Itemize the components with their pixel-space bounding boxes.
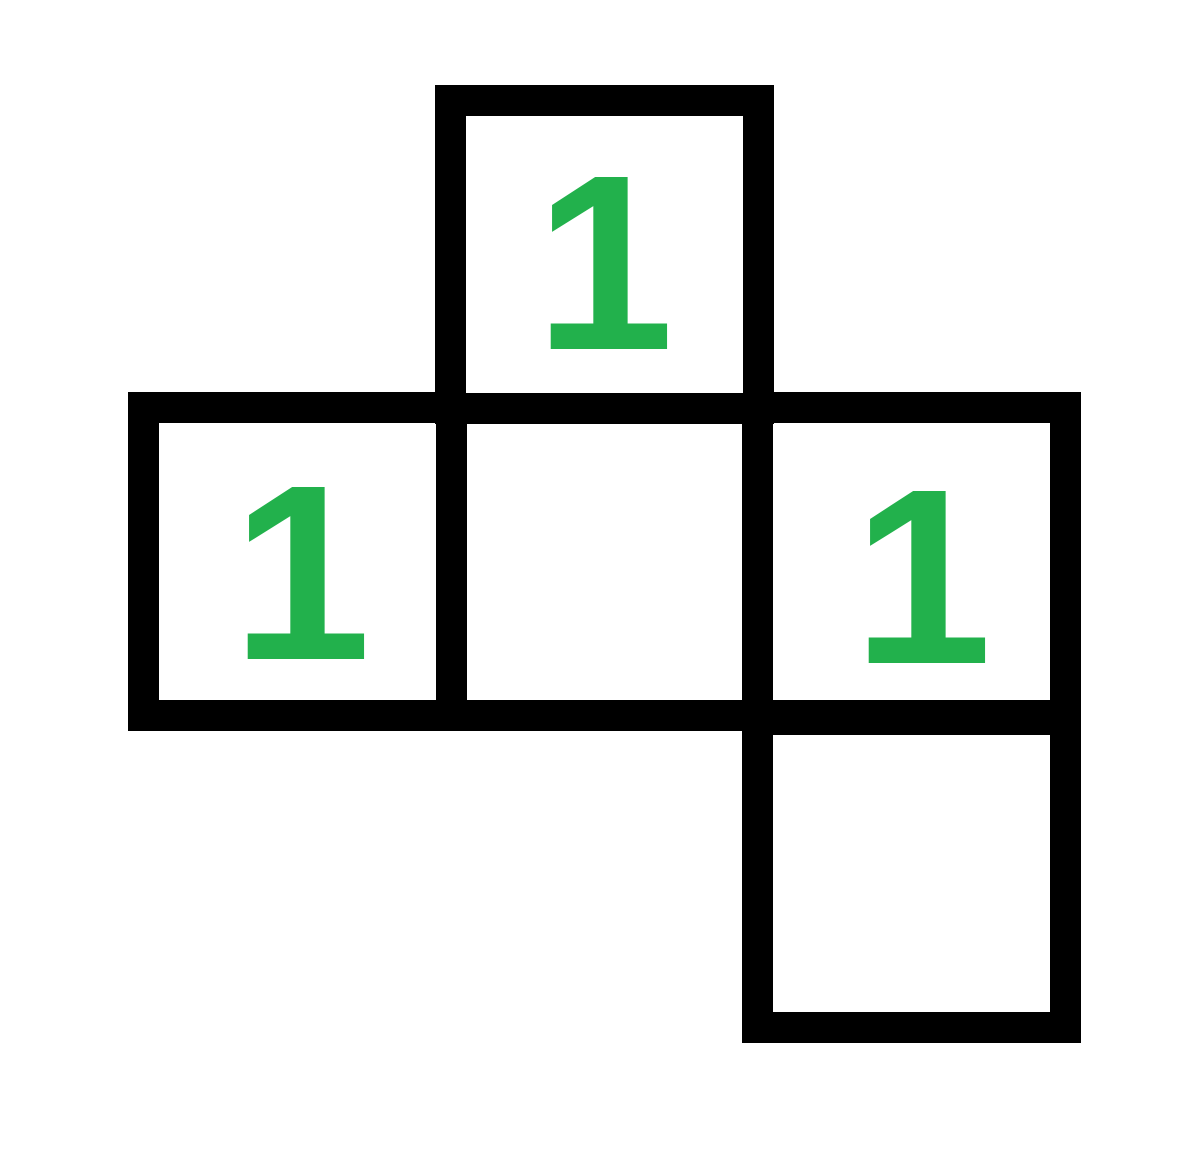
- cell-number-left: 1: [231, 432, 372, 712]
- cell-number-right: 1: [852, 436, 993, 716]
- cell-number-top: 1: [534, 122, 675, 402]
- cell-number-bottom: [773, 735, 1050, 1012]
- cell-number-center: [466, 423, 743, 700]
- net-cell-center: [435, 392, 774, 731]
- net-cell-right: 1: [742, 392, 1081, 731]
- net-cell-left: 1: [128, 392, 467, 731]
- net-cell-top: 1: [435, 85, 774, 424]
- net-cell-bottom: [742, 704, 1081, 1043]
